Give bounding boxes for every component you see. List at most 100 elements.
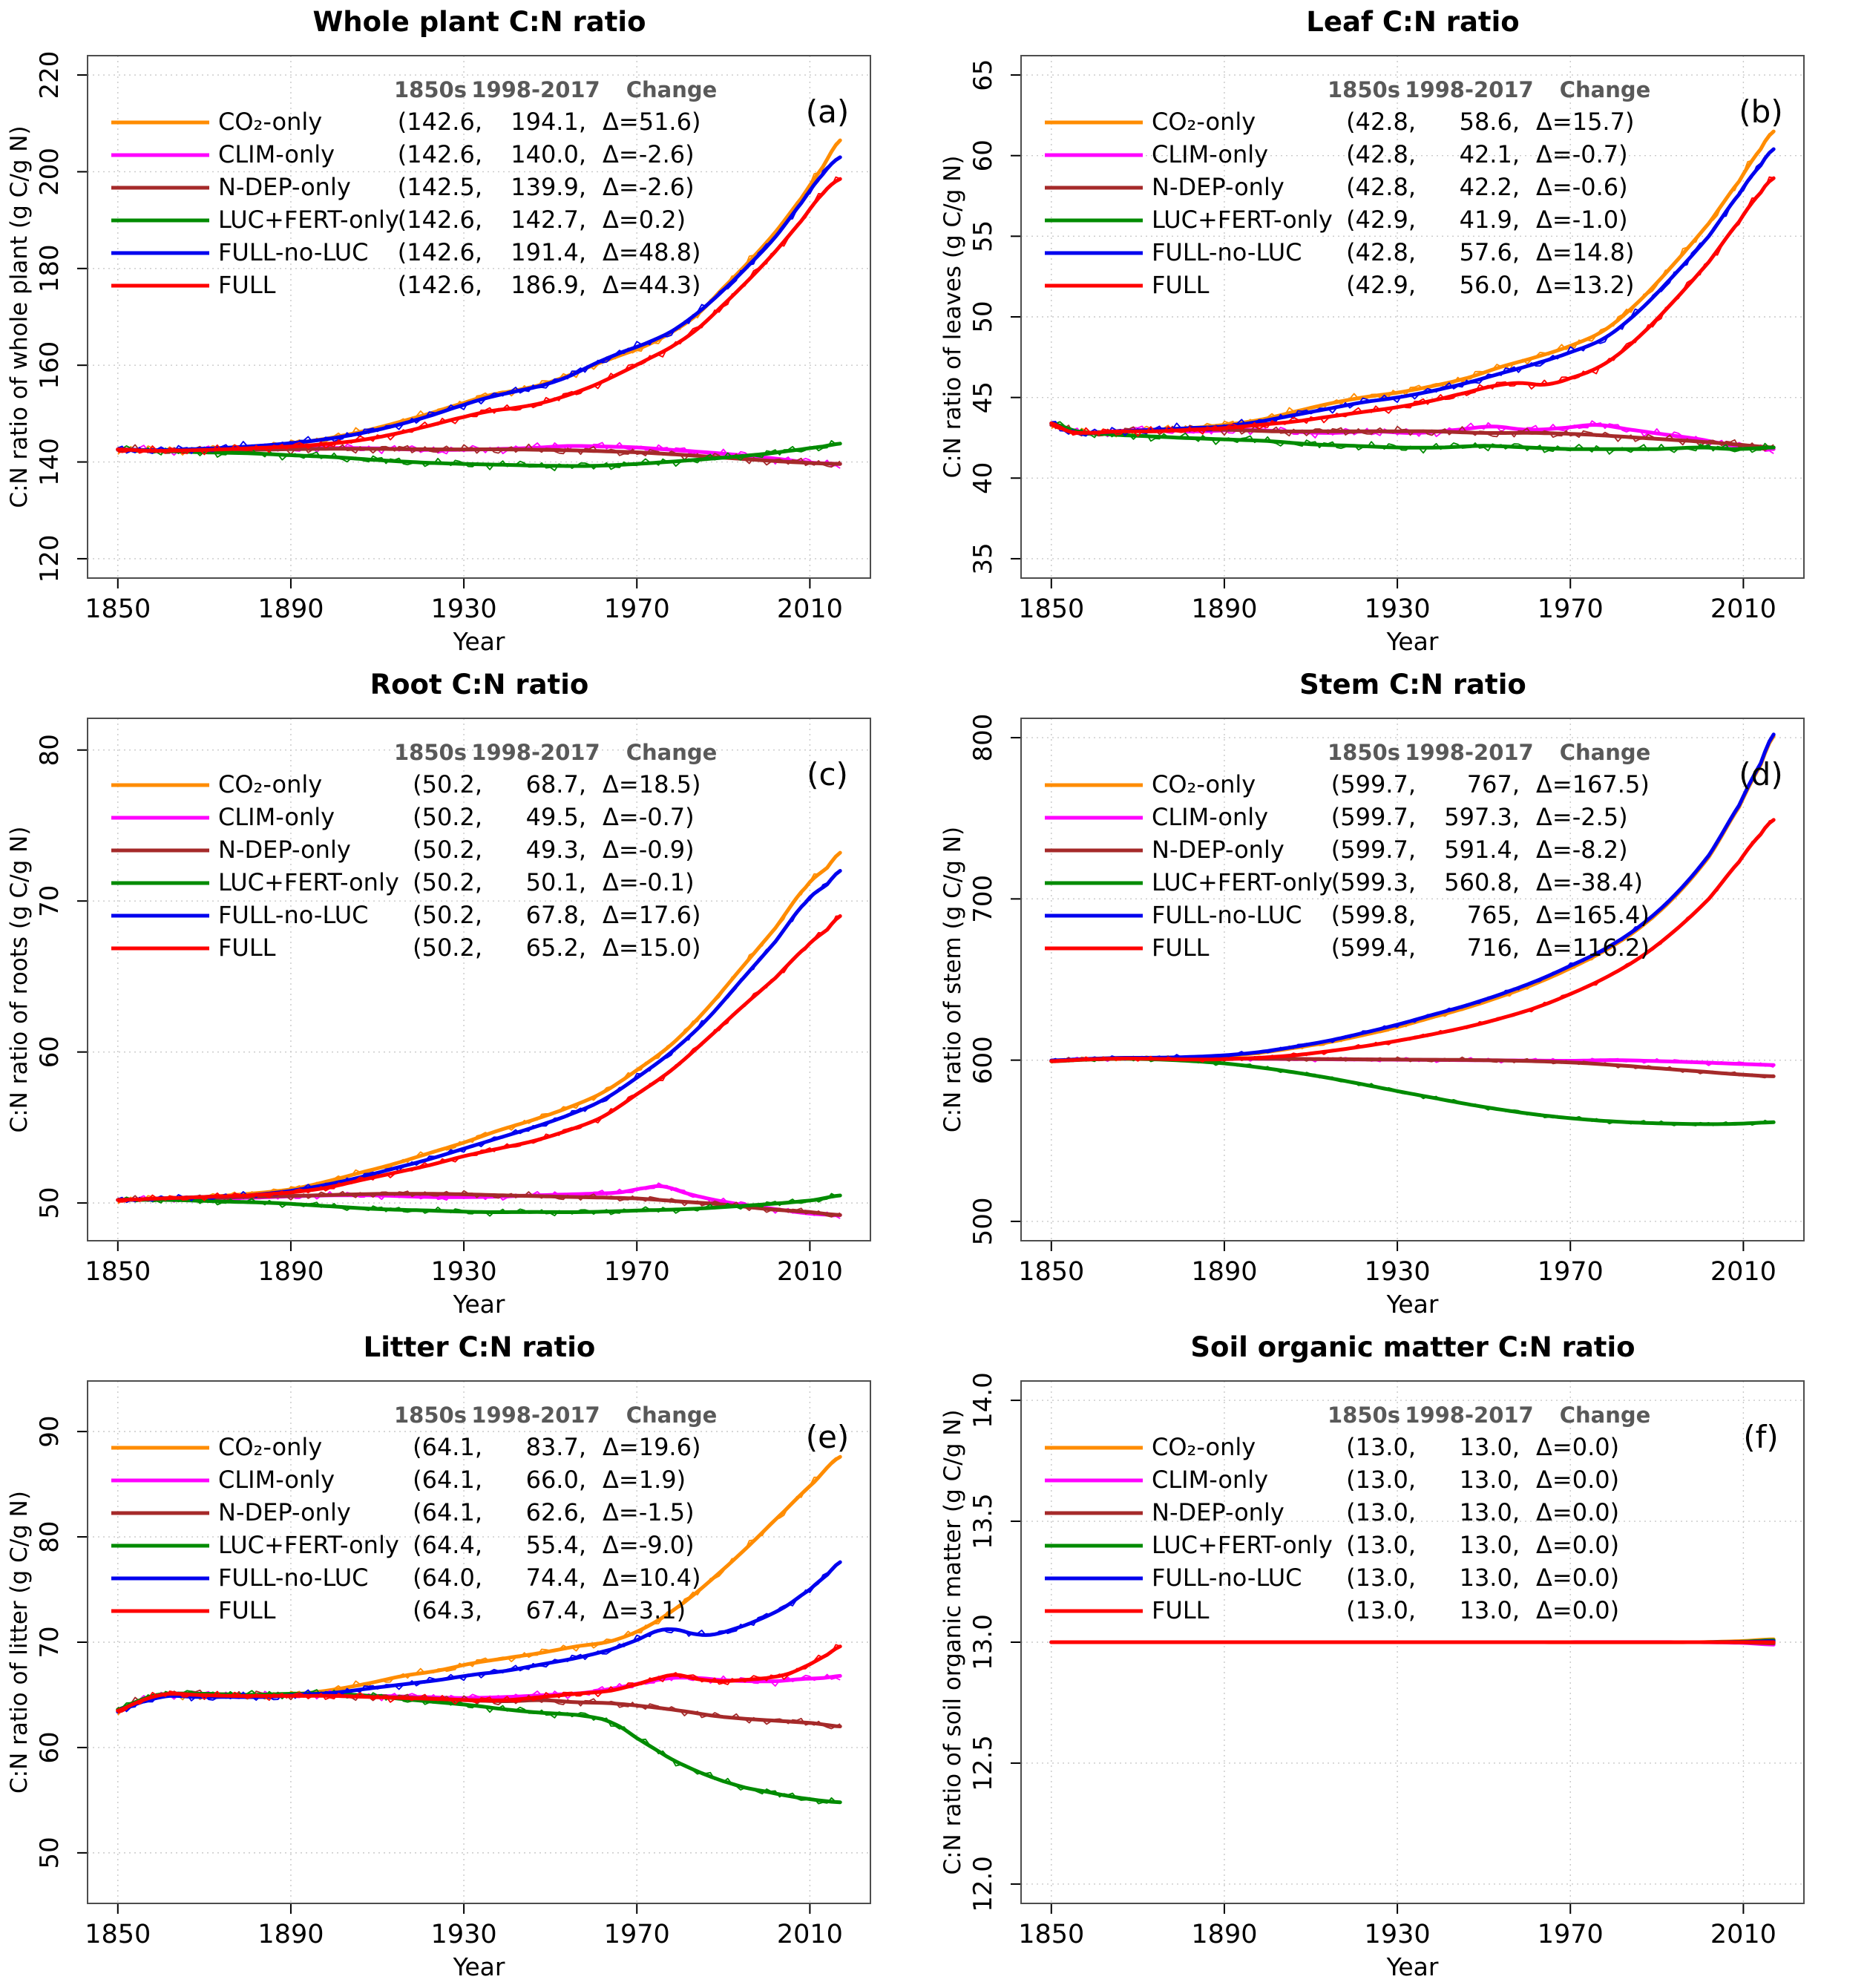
panel-f: Soil organic matter C:N ratio 1850 1890 19…: [934, 1325, 1867, 1988]
legend-header-1: 1998-2017: [471, 77, 600, 102]
y-tick-label: 120: [35, 534, 65, 583]
panel-letter: (b): [1739, 94, 1782, 130]
panel-letter: (c): [807, 756, 848, 793]
legend: 1850s 1998-2017 Change CO₂-only (599.7, 767, Δ…: [1045, 740, 1650, 962]
legend-value-change-0: Δ=0.0): [1536, 1433, 1619, 1461]
plot-border: [87, 1380, 871, 1904]
y-axis-label: C:N ratio of litter (g C/g N): [6, 1491, 33, 1794]
y-tick-label: 500: [968, 1197, 998, 1245]
plot-border: [1020, 718, 1805, 1241]
legend-value-1850s-1: (64.1,: [413, 1466, 482, 1494]
legend-header-1: 1998-2017: [1405, 740, 1533, 765]
x-tick-label: 1970: [604, 1257, 670, 1287]
legend-value-recent-2: 49.3,: [526, 836, 586, 864]
legend-value-change-2: Δ=-8.2): [1536, 836, 1628, 864]
series-smooth-line-5: [116, 177, 842, 453]
panel-letter: (e): [806, 1419, 850, 1455]
legend-label-2: N-DEP-only: [1152, 1498, 1284, 1526]
x-tick-label: 1890: [1191, 1920, 1257, 1949]
legend-value-1850s-5: (50.2,: [413, 934, 482, 962]
series-smooth-line-4: [116, 155, 842, 453]
legend-label-0: CO₂-only: [1152, 108, 1256, 136]
x-tick-label: 2010: [1710, 1920, 1776, 1949]
plot-border: [87, 55, 871, 579]
legend-value-recent-3: 560.8,: [1444, 868, 1520, 896]
x-tick-label: 1890: [257, 1257, 324, 1287]
legend-value-change-1: Δ=0.0): [1536, 1466, 1619, 1494]
legend-value-recent-0: 194.1,: [511, 108, 586, 136]
panel-b: Leaf C:N ratio 1850 1890 1930 1970 2010 35 40 4…: [934, 0, 1867, 663]
y-tick-label: 800: [968, 714, 998, 762]
y-tick-label: 80: [35, 734, 65, 766]
series-smooth-line-5: [1049, 818, 1776, 1063]
y-tick-label: 13.5: [968, 1493, 998, 1549]
legend-value-change-1: Δ=-0.7): [603, 803, 695, 831]
legend-value-1850s-4: (50.2,: [413, 901, 482, 929]
legend-value-recent-0: 767,: [1467, 770, 1520, 798]
legend-value-1850s-4: (599.8,: [1331, 901, 1416, 929]
legend-value-recent-1: 597.3,: [1444, 803, 1520, 831]
legend-value-recent-5: 67.4,: [526, 1596, 586, 1624]
x-axis-label: Year: [1386, 627, 1439, 656]
x-tick-label: 2010: [777, 1920, 843, 1949]
legend-value-recent-5: 13.0,: [1460, 1596, 1520, 1624]
legend-label-0: CO₂-only: [218, 108, 322, 136]
legend-label-0: CO₂-only: [218, 770, 322, 798]
y-axis-label: C:N ratio of stem (g C/g N): [939, 827, 966, 1132]
legend-label-2: N-DEP-only: [218, 1498, 351, 1526]
legend-header-0: 1850s: [394, 1403, 467, 1428]
legend: 1850s 1998-2017 Change CO₂-only (13.0, 13.0, Δ…: [1045, 1403, 1650, 1624]
legend-header-0: 1850s: [1328, 1403, 1400, 1428]
legend-value-change-0: Δ=19.6): [603, 1433, 700, 1461]
panel-f-plot: 1850 1890 1930 1970 2010 12.0 12.5 13.0 13.5 14.0…: [939, 1372, 1805, 1981]
x-tick-label: 1970: [1538, 1920, 1604, 1949]
x-tick-label: 1890: [257, 594, 324, 624]
legend-label-1: CLIM-only: [218, 1466, 335, 1494]
legend-value-change-0: Δ=18.5): [603, 770, 700, 798]
panel-a-title: Whole plant C:N ratio: [312, 6, 646, 38]
legend-value-recent-2: 139.9,: [511, 173, 586, 201]
legend-label-4: FULL-no-LUC: [1152, 1564, 1302, 1592]
legend-value-change-3: Δ=-38.4): [1536, 868, 1643, 896]
legend-value-recent-5: 65.2,: [526, 934, 586, 962]
legend-label-4: FULL-no-LUC: [218, 1564, 368, 1592]
legend-value-change-3: Δ=-1.0): [1536, 206, 1628, 234]
x-tick-label: 1930: [431, 1257, 497, 1287]
x-tick-label: 1930: [1365, 594, 1431, 624]
legend-label-4: FULL-no-LUC: [218, 901, 368, 929]
x-tick-label: 1930: [431, 1920, 497, 1949]
plot-border: [1020, 1380, 1805, 1904]
legend-header-0: 1850s: [394, 77, 467, 102]
series-smooth-line-3: [116, 1193, 842, 1214]
legend-value-recent-0: 58.6,: [1460, 108, 1520, 136]
y-tick-label: 50: [968, 301, 998, 332]
panel-d-title: Stem C:N ratio: [1299, 669, 1526, 701]
panel-letter: (f): [1743, 1419, 1779, 1455]
legend-label-5: FULL: [218, 271, 276, 299]
x-tick-label: 1890: [1191, 1257, 1257, 1287]
legend-value-1850s-3: (42.9,: [1346, 206, 1416, 234]
legend-label-1: CLIM-only: [1152, 140, 1268, 168]
legend-value-1850s-3: (142.6,: [398, 206, 482, 234]
series-smooth-line-3: [1049, 421, 1776, 451]
legend-value-1850s-2: (599.7,: [1331, 836, 1416, 864]
legend-value-recent-3: 13.0,: [1460, 1531, 1520, 1559]
legend-value-recent-5: 716,: [1467, 934, 1520, 962]
y-tick-label: 140: [35, 438, 65, 486]
legend-value-1850s-3: (599.3,: [1331, 868, 1416, 896]
panel-c-title: Root C:N ratio: [370, 669, 589, 701]
legend-label-3: LUC+FERT-only: [218, 1531, 399, 1559]
legend-label-3: LUC+FERT-only: [1152, 868, 1333, 896]
legend-value-change-3: Δ=-0.1): [603, 868, 695, 896]
x-tick-label: 2010: [777, 594, 843, 624]
legend-value-change-2: Δ=-0.6): [1536, 173, 1628, 201]
legend-value-recent-5: 186.9,: [511, 271, 586, 299]
legend-value-recent-2: 13.0,: [1460, 1498, 1520, 1526]
legend-value-1850s-5: (13.0,: [1346, 1596, 1416, 1624]
panel-c-plot: 1850 1890 1930 1970 2010 50 60 70 80 1850s 1998-20…: [6, 718, 871, 1319]
legend-value-change-4: Δ=14.8): [1536, 238, 1634, 266]
legend-value-1850s-2: (42.8,: [1346, 173, 1416, 201]
y-axis-label: C:N ratio of leaves (g C/g N): [939, 156, 966, 479]
series-annual-line-4: [117, 156, 841, 454]
x-tick-label: 1930: [1365, 1920, 1431, 1949]
